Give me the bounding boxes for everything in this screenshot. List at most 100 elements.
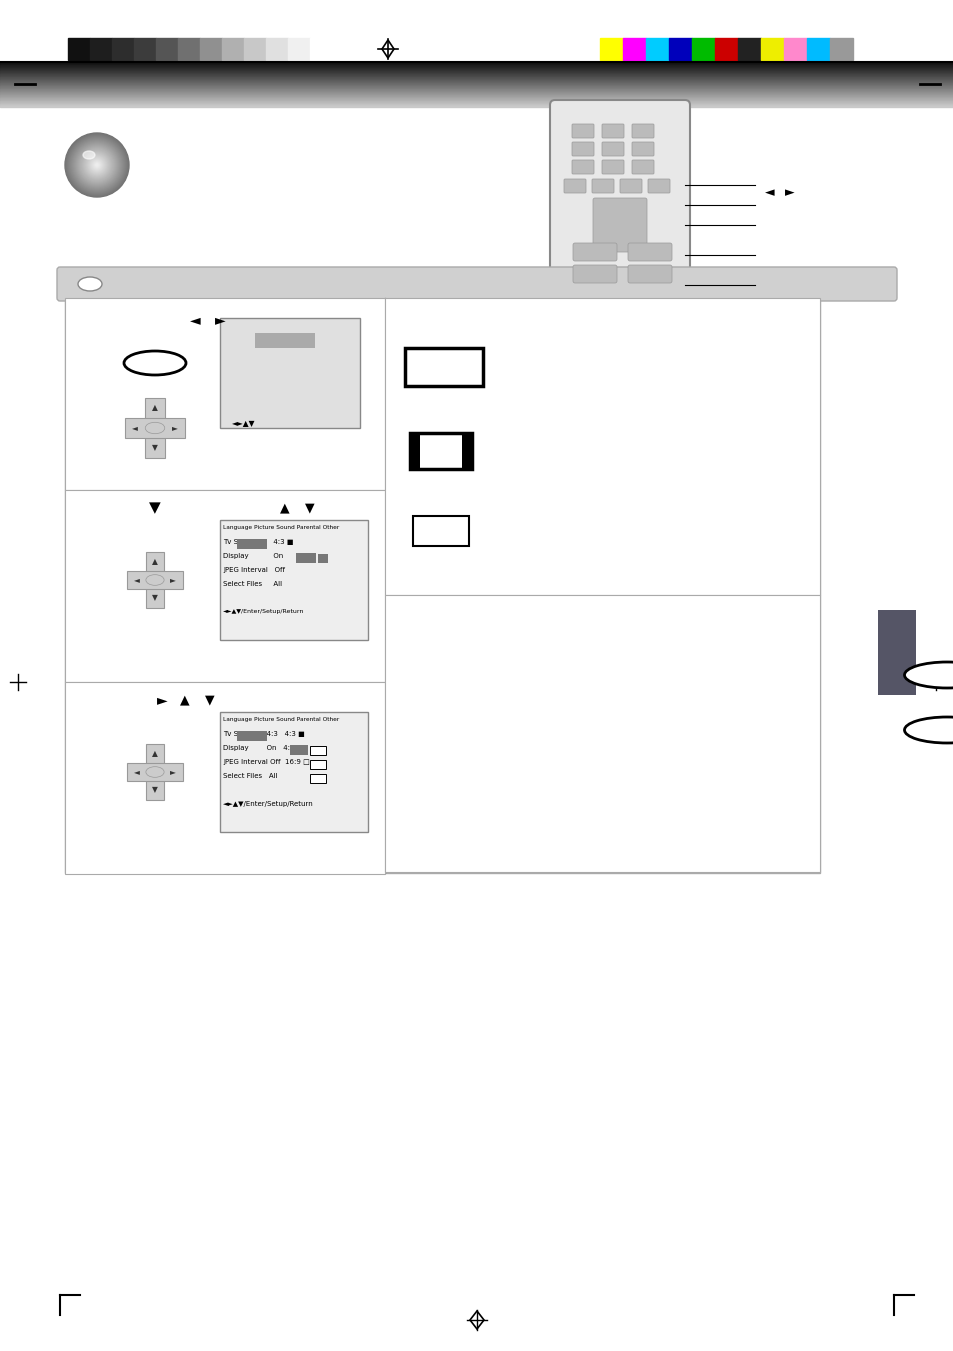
Ellipse shape xyxy=(124,351,186,376)
Bar xyxy=(310,746,326,755)
FancyBboxPatch shape xyxy=(572,159,594,174)
Circle shape xyxy=(85,153,109,177)
Bar xyxy=(65,299,820,873)
Circle shape xyxy=(78,146,116,184)
Bar xyxy=(127,571,183,589)
Bar xyxy=(244,38,266,59)
Circle shape xyxy=(94,162,100,168)
Circle shape xyxy=(65,132,129,197)
Bar xyxy=(413,516,469,546)
Text: Display           On: Display On xyxy=(223,553,283,559)
Text: ◄►▲▼/Enter/Setup/Return: ◄►▲▼/Enter/Setup/Return xyxy=(223,609,304,613)
Ellipse shape xyxy=(146,574,164,585)
Bar xyxy=(220,520,368,640)
Text: ▼: ▼ xyxy=(152,785,158,794)
Text: ▼: ▼ xyxy=(205,693,214,707)
Bar xyxy=(410,434,419,469)
Bar xyxy=(200,38,222,59)
Ellipse shape xyxy=(903,717,953,743)
Bar xyxy=(65,490,385,682)
FancyBboxPatch shape xyxy=(631,142,654,155)
Text: ▼: ▼ xyxy=(152,443,158,453)
Bar xyxy=(599,38,622,59)
Text: ▼: ▼ xyxy=(149,500,161,516)
Bar xyxy=(254,332,314,349)
Bar xyxy=(156,38,178,59)
Ellipse shape xyxy=(146,766,164,777)
FancyBboxPatch shape xyxy=(572,142,594,155)
Text: Select Files     All: Select Files All xyxy=(223,581,282,586)
Bar xyxy=(220,317,359,428)
FancyBboxPatch shape xyxy=(573,243,617,261)
Circle shape xyxy=(91,159,102,170)
Bar xyxy=(738,38,760,59)
Circle shape xyxy=(79,147,115,182)
FancyBboxPatch shape xyxy=(563,178,585,193)
Text: ◄: ◄ xyxy=(132,423,138,432)
Bar xyxy=(236,539,267,549)
Bar xyxy=(145,399,165,458)
Bar xyxy=(877,611,915,694)
Text: Display        On   4:3 □: Display On 4:3 □ xyxy=(223,744,303,751)
Bar xyxy=(125,417,185,438)
Bar xyxy=(783,38,806,59)
FancyBboxPatch shape xyxy=(572,124,594,138)
Circle shape xyxy=(80,149,113,182)
Circle shape xyxy=(77,145,117,185)
Circle shape xyxy=(87,155,107,176)
FancyBboxPatch shape xyxy=(619,178,641,193)
FancyBboxPatch shape xyxy=(627,243,671,261)
Bar xyxy=(288,38,310,59)
Text: ▲: ▲ xyxy=(152,558,158,566)
Text: Select Files   All: Select Files All xyxy=(223,773,277,780)
Bar xyxy=(310,774,326,784)
Text: ◄: ◄ xyxy=(190,313,200,327)
FancyBboxPatch shape xyxy=(601,159,623,174)
Bar xyxy=(668,38,691,59)
Text: ►: ► xyxy=(170,767,175,777)
Text: ►: ► xyxy=(156,693,167,707)
Circle shape xyxy=(86,154,108,176)
Circle shape xyxy=(67,135,127,195)
Bar xyxy=(112,38,133,59)
Circle shape xyxy=(84,153,110,178)
Bar xyxy=(461,434,472,469)
Circle shape xyxy=(66,134,128,196)
Text: ▲: ▲ xyxy=(280,501,290,515)
Bar xyxy=(65,682,385,874)
Bar xyxy=(760,38,783,59)
Ellipse shape xyxy=(903,662,953,688)
Circle shape xyxy=(69,136,125,193)
Bar xyxy=(829,38,852,59)
Text: ◄: ◄ xyxy=(134,576,140,585)
Bar xyxy=(68,38,90,59)
Bar xyxy=(266,38,288,59)
Bar xyxy=(310,38,332,59)
Bar xyxy=(622,38,645,59)
FancyBboxPatch shape xyxy=(550,100,689,315)
Text: ►: ► xyxy=(214,313,225,327)
Bar xyxy=(133,38,156,59)
Bar xyxy=(90,38,112,59)
Bar xyxy=(405,349,482,386)
Circle shape xyxy=(90,158,104,172)
Ellipse shape xyxy=(145,423,165,434)
Circle shape xyxy=(91,159,103,172)
Bar xyxy=(146,553,164,608)
Text: ▼: ▼ xyxy=(152,593,158,603)
Text: ◄►▲▼: ◄►▲▼ xyxy=(232,419,255,428)
FancyBboxPatch shape xyxy=(601,142,623,155)
Circle shape xyxy=(76,145,118,186)
Circle shape xyxy=(71,139,123,190)
Text: ▲: ▲ xyxy=(152,404,158,412)
Bar xyxy=(385,594,820,871)
Text: ▲: ▲ xyxy=(180,693,190,707)
Text: ▲: ▲ xyxy=(152,750,158,758)
Text: ▼: ▼ xyxy=(305,501,314,515)
Bar xyxy=(220,712,368,832)
Bar xyxy=(806,38,829,59)
Circle shape xyxy=(83,151,111,178)
Text: Tv Screen    4:3   4:3 ■: Tv Screen 4:3 4:3 ■ xyxy=(223,731,304,738)
Circle shape xyxy=(75,143,119,186)
Circle shape xyxy=(81,149,112,181)
